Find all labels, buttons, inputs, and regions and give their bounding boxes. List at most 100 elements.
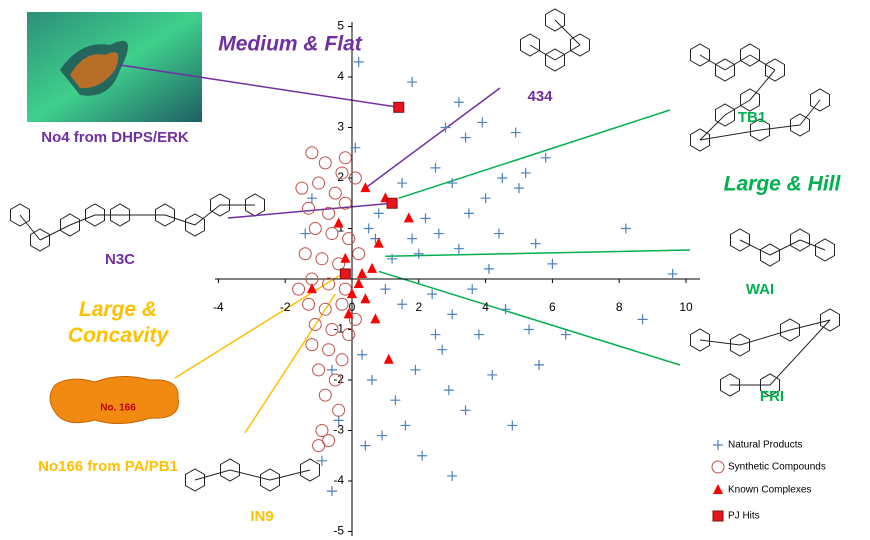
natural-product-point (433, 228, 444, 239)
synthetic-point (338, 282, 352, 296)
x-tick-label: 10 (679, 300, 693, 314)
bond (749, 69, 776, 101)
x-tick-label: 4 (482, 300, 489, 314)
synthetic-point (312, 176, 326, 190)
bond (789, 319, 831, 331)
ring (820, 308, 840, 332)
natural-product-point (326, 486, 337, 497)
pj-hit-point (339, 268, 351, 280)
natural-product-point (460, 405, 471, 416)
synthetic-point (322, 206, 336, 220)
ring (730, 228, 750, 252)
connector (174, 273, 343, 379)
x-tick-label: 2 (415, 300, 422, 314)
ring (810, 88, 830, 112)
natural-product-point (306, 193, 317, 204)
complex-point (340, 252, 351, 263)
natural-product-point (540, 152, 551, 163)
complex-point (383, 353, 394, 364)
natural-product-point (497, 173, 508, 183)
bond (699, 114, 726, 141)
bond (799, 99, 821, 126)
ring (760, 373, 780, 397)
chemical-structures (10, 8, 840, 492)
natural-product-point (363, 223, 374, 234)
x-tick-label: -4 (213, 300, 224, 314)
synthetic-point (335, 166, 349, 180)
bond (769, 319, 831, 386)
complex-point (373, 237, 384, 248)
bond (739, 239, 771, 256)
bond (39, 224, 71, 241)
synthetic-point (308, 222, 322, 235)
synthetic-point (312, 439, 326, 453)
natural-product-point (493, 228, 504, 239)
synthetic-point (308, 317, 322, 331)
bond (739, 329, 791, 346)
bond (229, 469, 271, 481)
y-tick-label: -2 (333, 372, 344, 386)
annotation: No. 166 (100, 403, 136, 414)
natural-product-point (460, 132, 471, 143)
ring (570, 33, 590, 57)
annotation: N3C (105, 251, 135, 268)
natural-product-point (500, 304, 511, 315)
ring (185, 213, 205, 237)
synthetic-point (342, 232, 356, 246)
synthetic-point (338, 196, 352, 210)
bond (164, 214, 196, 226)
bond (529, 44, 556, 61)
annotation: WAI (746, 281, 774, 298)
natural-product-point (447, 470, 458, 481)
synthetic-point (711, 460, 725, 474)
synthetic-point (348, 312, 362, 326)
ring (780, 318, 800, 342)
natural-product-point (560, 329, 571, 340)
y-tick-label: 4 (337, 69, 344, 83)
ring (210, 193, 230, 217)
synthetic-point (318, 388, 332, 402)
synthetic-point (332, 257, 346, 271)
synthetic-point (312, 363, 326, 377)
complex-point (306, 283, 317, 294)
ring (790, 228, 810, 252)
synthetic-point (318, 302, 332, 316)
natural-product-point (524, 324, 535, 335)
bond (194, 469, 231, 481)
synthetic-point (325, 323, 339, 336)
ring (790, 113, 810, 137)
natural-product-point (637, 314, 648, 325)
complex-point (343, 308, 354, 319)
bond (799, 239, 826, 251)
annotation: Large & Concavity (68, 298, 170, 347)
synthetic-point (338, 151, 352, 165)
y-tick-label: -5 (333, 524, 344, 538)
natural-product-point (300, 228, 311, 239)
natural-product-point (390, 395, 401, 406)
natural-product-point (530, 238, 541, 249)
ring (220, 458, 240, 482)
bond (724, 54, 751, 71)
synthetic-point (295, 181, 309, 195)
synthetic-point (352, 247, 366, 261)
ring (690, 43, 710, 67)
natural-product-point (487, 369, 498, 380)
ring (545, 8, 565, 32)
complex-point (360, 182, 371, 193)
natural-product-point (413, 248, 424, 259)
bond (19, 214, 41, 241)
complex-point (347, 288, 357, 299)
natural-product-point (360, 440, 371, 451)
ring (30, 228, 50, 252)
synthetic-point (335, 297, 349, 311)
ring (760, 243, 780, 267)
ring (300, 458, 320, 482)
synthetic-point (322, 343, 336, 357)
complex-point (370, 313, 381, 324)
annotation: TB1 (738, 109, 766, 126)
bond (69, 214, 96, 226)
bond (269, 469, 311, 481)
synthetic-point (325, 227, 339, 241)
connector (364, 87, 501, 189)
synthetic-point (342, 328, 356, 342)
